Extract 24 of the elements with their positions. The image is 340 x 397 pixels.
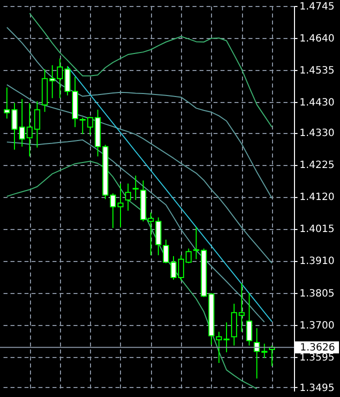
line-series: [29, 12, 272, 128]
y-tick-label: 1.3595: [300, 352, 334, 364]
candlestick: [246, 292, 252, 346]
y-tick-label: 1.4120: [300, 192, 334, 204]
candlestick: [132, 175, 139, 201]
y-tick-label: 1.4330: [300, 128, 334, 140]
y-tick-label: 1.4640: [300, 34, 334, 45]
line-series: [6, 84, 272, 264]
line-series: [6, 26, 272, 199]
candlestick: [125, 183, 132, 212]
y-tick-label: 1.3495: [300, 382, 334, 394]
line-series: [6, 139, 265, 323]
y-tick-label: 1.3910: [300, 256, 334, 268]
y-tick-label: 1.4225: [300, 160, 334, 172]
candlestick: [193, 226, 200, 260]
line-series: [6, 160, 258, 390]
y-tick-label: 1.3805: [300, 288, 334, 300]
ref-line-label: 1.3626: [300, 342, 335, 354]
y-tick-label: 1.4430: [300, 98, 334, 109]
y-tick-label: 1.4745: [300, 2, 334, 12]
line-series: [66, 66, 272, 322]
y-tick-label: 1.4015: [300, 224, 334, 236]
y-tick-label: 1.3700: [300, 320, 334, 332]
y-tick-label: 1.4535: [300, 66, 334, 77]
